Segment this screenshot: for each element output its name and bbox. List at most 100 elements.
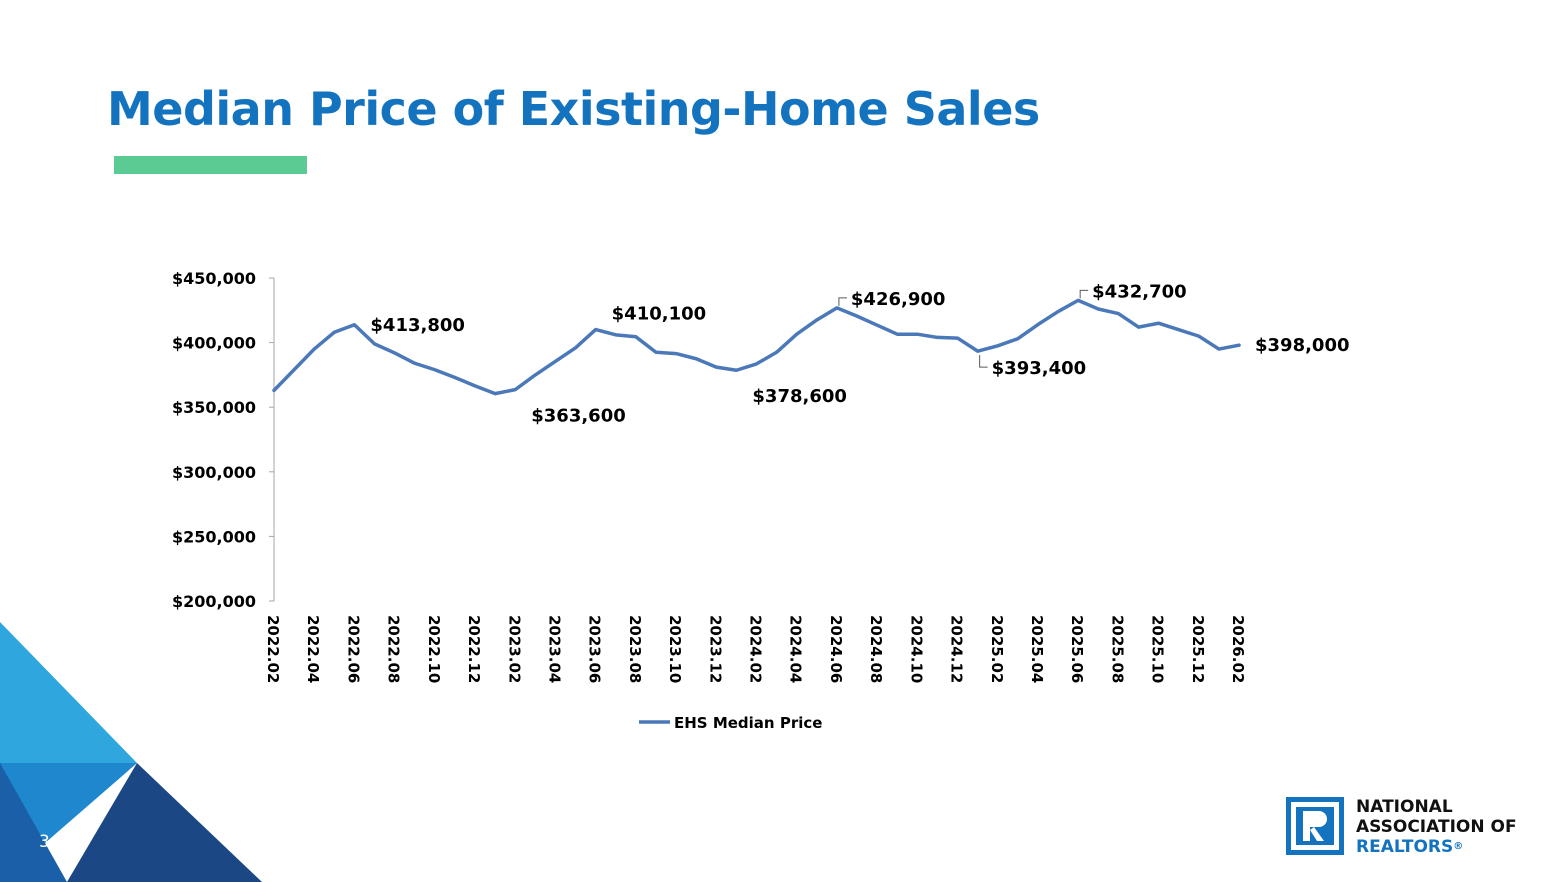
data-point: [594, 328, 597, 331]
data-labels: $413,800 $363,600 $410,100 $378,600 $426,900…: [370, 281, 1349, 426]
data-label: $426,900: [851, 289, 946, 310]
x-tick-label: 2022.10: [425, 615, 443, 683]
x-tick-label: 2023.02: [505, 615, 523, 683]
data-point: [453, 376, 457, 379]
x-tick-label: 2023.08: [626, 615, 644, 683]
data-point: [614, 333, 617, 337]
data-point: [433, 368, 437, 371]
x-tick-label: 2022.12: [465, 615, 483, 683]
y-tick-label: $350,000: [172, 398, 256, 417]
y-tick-label: $450,000: [172, 269, 256, 288]
data-point: [292, 368, 296, 371]
data-point: [1117, 312, 1120, 315]
data-point: [835, 306, 839, 310]
data-point: [554, 360, 557, 363]
x-tick-label: 2022.08: [385, 615, 403, 683]
data-label: $413,800: [370, 315, 465, 336]
data-point: [654, 351, 658, 354]
data-point: [1137, 325, 1140, 329]
y-axis: $200,000 $250,000 $300,000 $350,000 $400,000…: [172, 269, 275, 611]
data-point: [373, 342, 376, 346]
data-point: [674, 352, 678, 355]
data-point: [896, 333, 899, 336]
data-label: $393,400: [992, 358, 1087, 379]
x-tick-label: 2022.06: [344, 615, 362, 683]
data-point: [1157, 322, 1160, 325]
legend-label: EHS Median Price: [674, 714, 822, 732]
label-leader-line: [838, 297, 847, 306]
data-point: [1197, 334, 1200, 338]
data-point: [956, 336, 959, 340]
data-point: [1097, 307, 1100, 311]
data-point: [875, 323, 879, 327]
x-tick-label: 2024.08: [867, 615, 885, 683]
slide-number: 3: [39, 832, 50, 852]
data-point: [353, 323, 356, 326]
corner-decoration: [0, 622, 262, 882]
data-label: $378,600: [752, 386, 847, 407]
data-point: [1076, 299, 1080, 302]
y-tick-label: $200,000: [172, 592, 256, 611]
data-point: [534, 373, 537, 377]
data-point: [1016, 337, 1020, 340]
y-tick-label: $250,000: [172, 527, 256, 546]
data-point: [996, 344, 999, 348]
x-tick-label: 2026.02: [1229, 615, 1247, 683]
realtor-r-icon: [1286, 797, 1344, 855]
data-point: [473, 384, 477, 388]
data-label: $363,600: [531, 406, 626, 427]
data-point: [493, 392, 497, 395]
x-tick-label: 2024.02: [747, 615, 765, 683]
y-tick-label: $400,000: [172, 334, 256, 353]
y-tick-label: $300,000: [172, 463, 256, 482]
x-tick-label: 2025.12: [1189, 615, 1207, 683]
data-point: [815, 318, 819, 322]
label-leader-line: [1079, 289, 1089, 299]
logo-line-3: REALTORS: [1356, 837, 1454, 857]
page-title: Median Price of Existing-Home Sales: [107, 82, 1040, 136]
data-point: [916, 333, 919, 336]
x-tick-label: 2023.10: [666, 615, 684, 683]
data-point: [755, 362, 758, 366]
logo-line-2: ASSOCIATION OF: [1356, 817, 1517, 837]
series-ehs-median-price: [272, 298, 1241, 396]
x-tick-label: 2023.04: [545, 615, 563, 683]
title-accent-bar: [114, 156, 307, 174]
x-tick-label: 2022.04: [304, 615, 322, 683]
data-point: [795, 333, 798, 336]
data-point: [1237, 343, 1241, 347]
x-tick-label: 2024.12: [948, 615, 966, 683]
data-point: [514, 388, 517, 391]
data-point: [694, 357, 698, 360]
corner-shade-triangle: [0, 763, 67, 882]
data-point: [775, 351, 778, 354]
logo-registered-mark: ®: [1453, 841, 1464, 852]
x-axis: 2022.02 2022.04 2022.06 2022.08 2022.10 2022.…: [264, 615, 1247, 683]
data-label: $410,100: [612, 304, 707, 325]
data-label: $432,700: [1092, 281, 1187, 302]
data-point: [735, 369, 738, 372]
data-point: [1217, 347, 1221, 351]
x-tick-label: 2025.08: [1108, 615, 1126, 683]
data-point: [634, 335, 638, 338]
data-point: [715, 365, 718, 369]
x-tick-label: 2023.06: [586, 615, 604, 683]
data-point: [313, 347, 316, 351]
data-point: [1177, 328, 1180, 331]
data-point: [976, 349, 979, 353]
logo-line-1: NATIONAL: [1356, 797, 1453, 817]
data-point: [1036, 323, 1040, 326]
x-tick-label: 2024.04: [787, 615, 805, 683]
x-tick-label: 2025.10: [1149, 615, 1167, 683]
x-tick-label: 2025.02: [988, 615, 1006, 683]
data-point: [574, 346, 577, 349]
x-tick-label: 2025.06: [1068, 615, 1086, 683]
data-point: [413, 362, 416, 365]
data-point: [1056, 310, 1060, 313]
legend: EHS Median Price: [639, 714, 822, 732]
data-point: [855, 314, 859, 318]
label-leader-line: [979, 355, 988, 368]
corner-dark-triangle: [67, 763, 262, 882]
x-tick-label: 2023.12: [706, 615, 724, 683]
